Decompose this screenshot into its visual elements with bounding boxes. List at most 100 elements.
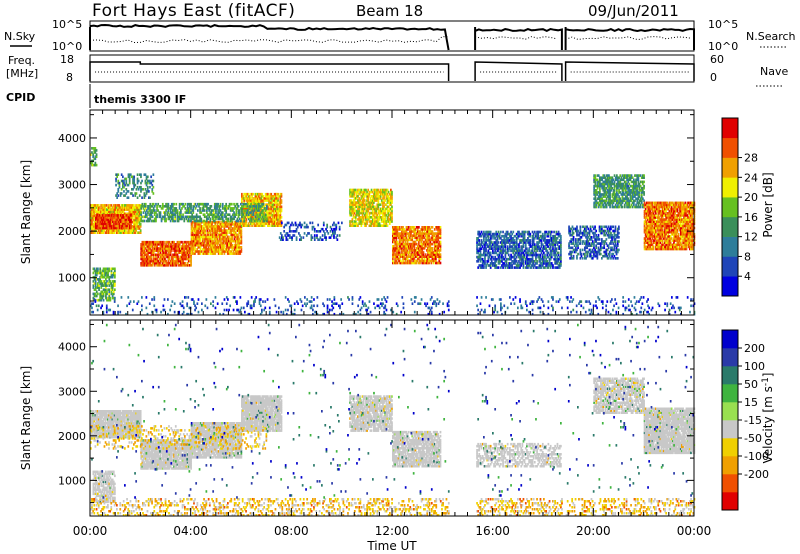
power-cell bbox=[215, 248, 218, 251]
power-cell bbox=[112, 224, 114, 228]
power-cell bbox=[110, 290, 113, 294]
power-cell bbox=[90, 216, 92, 220]
power-cell bbox=[109, 275, 112, 279]
power-cell bbox=[373, 220, 375, 223]
power-cell bbox=[252, 197, 255, 200]
power-cell bbox=[136, 216, 139, 220]
power-cell bbox=[404, 251, 407, 254]
power-cell bbox=[273, 197, 276, 200]
power-cell bbox=[143, 205, 146, 208]
nsearch-trace bbox=[565, 36, 692, 41]
power-cell bbox=[258, 224, 260, 227]
power-cell bbox=[273, 224, 276, 227]
power-cell bbox=[212, 217, 215, 221]
power-cell bbox=[225, 211, 228, 214]
power-cell bbox=[358, 213, 361, 217]
power-cell bbox=[168, 243, 171, 246]
power-cell bbox=[95, 210, 98, 213]
power-cell bbox=[129, 206, 132, 209]
nsky-label: N.Sky bbox=[4, 30, 36, 43]
power-cell bbox=[254, 197, 257, 200]
power-cell bbox=[110, 212, 113, 216]
power-cell bbox=[390, 216, 392, 219]
power-cell bbox=[373, 192, 375, 196]
power-cell bbox=[250, 197, 252, 200]
power-cell bbox=[217, 229, 220, 232]
power-cell bbox=[153, 219, 156, 223]
power-cell bbox=[335, 225, 338, 229]
power-cell bbox=[103, 288, 106, 291]
power-cell bbox=[358, 209, 361, 213]
power-cell bbox=[189, 264, 191, 267]
power-cell bbox=[143, 194, 146, 197]
power-cell bbox=[116, 206, 118, 209]
power-cell bbox=[173, 243, 175, 246]
power-cell bbox=[396, 232, 399, 235]
power-cell bbox=[163, 211, 165, 214]
power-cell bbox=[409, 259, 411, 263]
power-cell bbox=[395, 238, 398, 242]
power-cell bbox=[218, 215, 221, 219]
power-cell bbox=[388, 203, 391, 206]
power-cell bbox=[369, 220, 372, 223]
power-cell bbox=[374, 209, 376, 213]
power-cell bbox=[124, 216, 127, 219]
power-cell bbox=[224, 213, 226, 216]
power-cell bbox=[174, 251, 177, 254]
power-cell bbox=[276, 218, 278, 221]
power-cell bbox=[106, 298, 108, 302]
power-cell bbox=[379, 195, 382, 198]
power-cell bbox=[221, 215, 224, 219]
power-cell bbox=[90, 204, 92, 207]
power-cell bbox=[243, 207, 246, 211]
power-cell bbox=[384, 192, 387, 196]
power-cell bbox=[270, 224, 273, 227]
power-cell bbox=[105, 290, 107, 294]
power-cell bbox=[377, 211, 380, 215]
power-cell bbox=[100, 210, 102, 213]
power-cell bbox=[216, 213, 218, 216]
power-cell bbox=[103, 204, 106, 207]
power-cell bbox=[148, 264, 151, 267]
power-cell bbox=[157, 247, 160, 250]
power-cell bbox=[235, 211, 238, 214]
power-cell bbox=[126, 224, 129, 228]
power-cell bbox=[212, 235, 214, 239]
power-cell bbox=[338, 227, 341, 231]
power-cell bbox=[199, 250, 202, 253]
power-cell bbox=[97, 286, 99, 289]
power-cell bbox=[145, 192, 148, 195]
power-cell bbox=[260, 220, 263, 223]
power-cell bbox=[125, 192, 128, 195]
power-cell bbox=[394, 259, 397, 263]
power-cell bbox=[406, 251, 409, 254]
power-cell bbox=[149, 217, 152, 221]
power-cell bbox=[256, 201, 259, 204]
power-cell bbox=[366, 195, 368, 198]
power-cell bbox=[110, 208, 113, 211]
power-cell bbox=[118, 231, 121, 234]
power-cell bbox=[404, 240, 407, 244]
power-cell bbox=[407, 238, 410, 242]
power-cell bbox=[152, 257, 155, 261]
power-cell bbox=[107, 214, 110, 217]
power-cell bbox=[221, 213, 224, 216]
power-cell bbox=[110, 210, 113, 213]
power-cell bbox=[350, 205, 353, 209]
power-cell bbox=[106, 280, 108, 283]
power-cell bbox=[255, 192, 258, 196]
power-cell bbox=[95, 204, 98, 207]
power-cell bbox=[100, 294, 103, 298]
power-cell bbox=[407, 226, 410, 229]
power-cell bbox=[141, 240, 144, 244]
power-cell bbox=[127, 224, 130, 228]
power-cell bbox=[404, 232, 407, 235]
power-cell bbox=[121, 208, 124, 211]
power-cell bbox=[152, 259, 155, 263]
power-cell bbox=[273, 222, 276, 225]
power-cell bbox=[237, 246, 239, 249]
power-cell bbox=[148, 255, 151, 259]
power-cell bbox=[371, 213, 374, 217]
power-cell bbox=[135, 223, 138, 226]
